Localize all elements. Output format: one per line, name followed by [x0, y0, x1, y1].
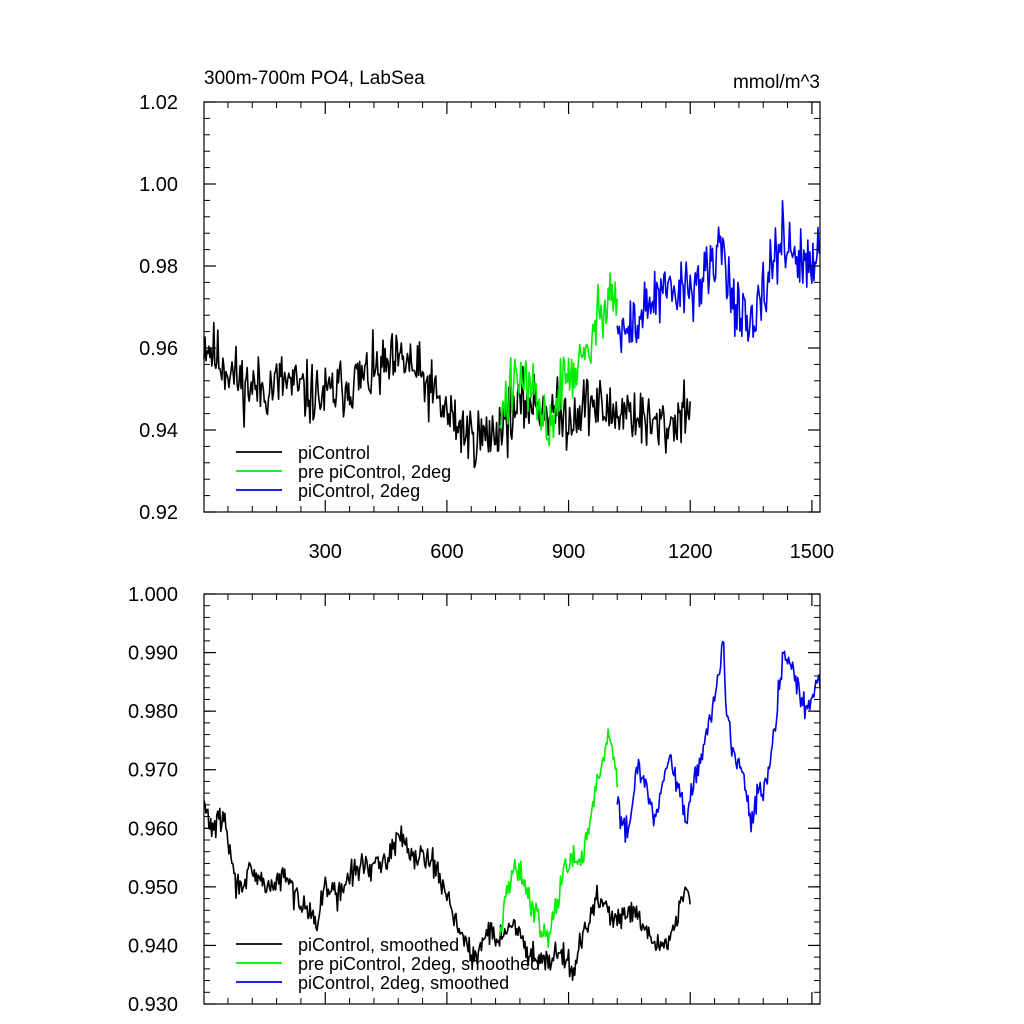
legend-label: pre piControl, 2deg — [298, 462, 451, 482]
series-line-2 — [498, 272, 618, 447]
y-tick-label: 0.940 — [128, 935, 178, 957]
y-tick-label: 0.950 — [128, 877, 178, 899]
x-tick-label: 300 — [309, 541, 342, 563]
ticks-layer: 0.930 0.940 0.950 0.960 0.970 0.980 0.990 1.000 — [128, 584, 820, 1016]
series-line-2 — [498, 728, 618, 948]
series-line-1 — [203, 321, 691, 469]
y-tick-label: 1.00 — [139, 174, 178, 196]
x-tick-label: 600 — [430, 541, 463, 563]
y-tick-label: 0.930 — [128, 994, 178, 1016]
y-tick-label: 0.92 — [139, 502, 178, 524]
x-tick-label: 1200 — [668, 541, 713, 563]
y-tick-label: 0.990 — [128, 643, 178, 665]
x-tick-label: 900 — [552, 541, 585, 563]
legend-label: pre piControl, 2deg, smoothed — [298, 954, 540, 974]
y-tick-label: 0.960 — [128, 818, 178, 840]
plot-frame — [203, 101, 821, 513]
legend-label: piControl, 2deg, smoothed — [298, 973, 509, 993]
series-line-3 — [616, 640, 821, 843]
series-line-1 — [203, 800, 691, 982]
y-tick-label: 0.96 — [139, 338, 178, 360]
y-tick-label: 0.970 — [128, 760, 178, 782]
series-layer — [203, 640, 821, 982]
legend-label: piControl, smoothed — [298, 935, 459, 955]
ticks-layer: 0.92 0.94 0.96 0.98 1.00 1.02 300 600 900 1200 150… — [139, 92, 834, 563]
plot-frame — [203, 593, 821, 1005]
x-tick-label: 1500 — [790, 541, 835, 563]
y-tick-label: 0.94 — [139, 420, 178, 442]
bottom-panel: 0.930 0.940 0.950 0.960 0.970 0.980 0.990 1.000… — [128, 584, 821, 1016]
y-tick-label: 0.980 — [128, 701, 178, 723]
legend-label: piControl, 2deg — [298, 481, 420, 501]
chart-title: 300m-700m PO4, LabSea — [204, 68, 425, 89]
y-tick-label: 1.02 — [139, 92, 178, 114]
top-panel: 300m-700m PO4, LabSea mmol/m^3 0.920.940… — [139, 68, 834, 563]
y-tick-label: 0.98 — [139, 256, 178, 278]
series-line-3 — [616, 200, 821, 354]
units-label: mmol/m^3 — [733, 72, 820, 93]
series-layer — [203, 200, 821, 469]
y-tick-label: 1.000 — [128, 584, 178, 606]
legend-label: piControl — [298, 443, 370, 463]
